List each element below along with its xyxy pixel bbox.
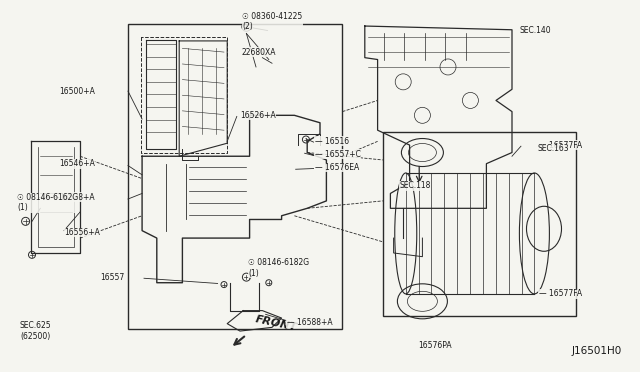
Text: — 16576EA: — 16576EA bbox=[315, 163, 359, 172]
Text: — 16557+C: — 16557+C bbox=[315, 150, 361, 159]
Text: SEC.118: SEC.118 bbox=[399, 182, 431, 190]
Text: FRONT: FRONT bbox=[255, 314, 298, 333]
Text: — 16516: — 16516 bbox=[315, 137, 349, 146]
Text: ☉ 08360-41225
(2): ☉ 08360-41225 (2) bbox=[242, 12, 302, 31]
Text: 16546+A: 16546+A bbox=[59, 159, 95, 168]
Text: — 16577FA: — 16577FA bbox=[539, 141, 582, 150]
Text: 22680XA: 22680XA bbox=[242, 48, 276, 57]
Text: 16500+A: 16500+A bbox=[59, 87, 95, 96]
Text: 16528+A: 16528+A bbox=[59, 193, 95, 202]
Text: SEC.625
(62500): SEC.625 (62500) bbox=[19, 321, 51, 341]
Bar bbox=[128, 24, 342, 329]
Text: 16557: 16557 bbox=[100, 273, 125, 282]
Text: J16501H0: J16501H0 bbox=[572, 346, 622, 356]
Text: 16526+A: 16526+A bbox=[240, 111, 276, 120]
Text: — 16577FA: — 16577FA bbox=[539, 289, 582, 298]
Text: 16576PA: 16576PA bbox=[419, 341, 452, 350]
Text: ☉ 08146-6182G
(1): ☉ 08146-6182G (1) bbox=[248, 258, 310, 278]
Text: ☉ 08146-6162G
(1): ☉ 08146-6162G (1) bbox=[17, 193, 79, 212]
Text: — 16588+A: — 16588+A bbox=[287, 318, 332, 327]
Text: 16556+A: 16556+A bbox=[64, 228, 100, 237]
Text: SEC.163: SEC.163 bbox=[538, 144, 569, 153]
Bar bbox=[383, 132, 576, 316]
Text: SEC.140: SEC.140 bbox=[520, 26, 551, 35]
